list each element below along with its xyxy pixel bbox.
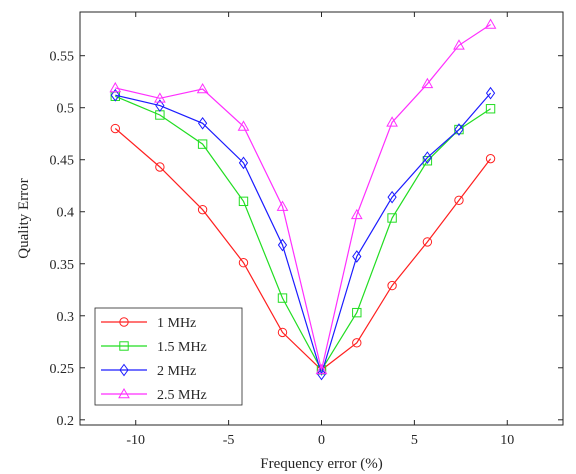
x-tick-label: 0 xyxy=(318,433,325,448)
data-point xyxy=(277,327,288,338)
legend-label: 1.5 MHz xyxy=(157,340,207,355)
data-point xyxy=(197,204,208,215)
y-tick-label: 0.2 xyxy=(57,414,75,429)
legend-item: 1 MHz xyxy=(101,316,196,331)
legend-item: 2.5 MHz xyxy=(101,387,207,403)
data-point xyxy=(196,82,209,94)
legend-items: 1 MHz 1.5 MHz 2 MHz 2.5 MHz xyxy=(101,316,207,403)
x-tick-label: 5 xyxy=(411,433,418,448)
data-point xyxy=(109,81,122,93)
y-tick-label: 0.25 xyxy=(50,362,75,377)
legend-item: 2 MHz xyxy=(101,363,196,379)
data-point xyxy=(155,99,165,112)
data-point xyxy=(387,190,397,204)
data-point xyxy=(316,367,327,381)
data-point xyxy=(386,116,398,127)
data-point xyxy=(197,139,208,149)
data-point xyxy=(421,77,434,89)
y-axis-ticks: 0.2 0.25 0.3 0.35 0.4 0.45 0.5 0.55 xyxy=(50,50,563,429)
data-point xyxy=(238,196,249,207)
x-tick-label: -5 xyxy=(223,433,235,448)
data-point xyxy=(352,250,362,263)
data-point xyxy=(485,86,496,100)
data-point xyxy=(277,293,288,303)
data-point xyxy=(277,238,288,252)
data-point xyxy=(238,156,249,170)
legend-label: 1 MHz xyxy=(157,316,196,331)
series-line xyxy=(115,23,491,371)
data-point xyxy=(155,162,165,172)
legend-marker xyxy=(118,387,130,399)
series-layer xyxy=(109,18,497,381)
data-point xyxy=(485,104,496,114)
series-4 xyxy=(109,18,497,375)
data-point xyxy=(387,213,397,223)
y-tick-label: 0.3 xyxy=(57,310,75,325)
x-axis-label: Frequency error (%) xyxy=(260,456,382,472)
data-point xyxy=(237,120,250,131)
x-tick-label: -10 xyxy=(126,433,145,448)
data-point xyxy=(315,363,328,375)
data-point xyxy=(197,116,208,130)
data-point xyxy=(238,258,249,268)
data-point xyxy=(154,92,166,103)
data-point xyxy=(110,88,120,102)
x-axis-ticks: -10 -5 0 5 10 xyxy=(126,12,514,448)
legend-box xyxy=(94,307,243,406)
legend-item: 1.5 MHz xyxy=(101,340,207,355)
y-tick-label: 0.55 xyxy=(50,50,75,65)
legend-label: 2.5 MHz xyxy=(157,388,207,403)
y-tick-label: 0.5 xyxy=(57,102,75,117)
data-point xyxy=(453,39,465,50)
data-point xyxy=(276,200,289,211)
data-point xyxy=(352,307,362,318)
data-point xyxy=(422,237,433,247)
data-point xyxy=(454,195,464,205)
data-point xyxy=(110,123,120,134)
data-point xyxy=(387,280,397,291)
y-tick-label: 0.4 xyxy=(57,206,75,221)
legend: 1 MHz 1.5 MHz 2 MHz 2.5 MHz xyxy=(94,307,243,406)
data-point xyxy=(422,156,433,166)
data-point xyxy=(350,208,363,220)
data-point xyxy=(352,338,362,348)
legend-marker xyxy=(119,363,129,377)
y-tick-label: 0.45 xyxy=(50,154,75,169)
legend-marker xyxy=(119,341,129,351)
data-point xyxy=(484,18,497,29)
y-axis-label: Quality Error xyxy=(16,178,32,258)
data-point xyxy=(485,153,496,164)
x-tick-label: 10 xyxy=(500,433,514,448)
legend-label: 2 MHz xyxy=(157,364,196,379)
legend-marker xyxy=(119,317,129,327)
y-tick-label: 0.35 xyxy=(50,258,75,273)
data-point xyxy=(454,123,464,136)
data-point xyxy=(422,151,433,164)
